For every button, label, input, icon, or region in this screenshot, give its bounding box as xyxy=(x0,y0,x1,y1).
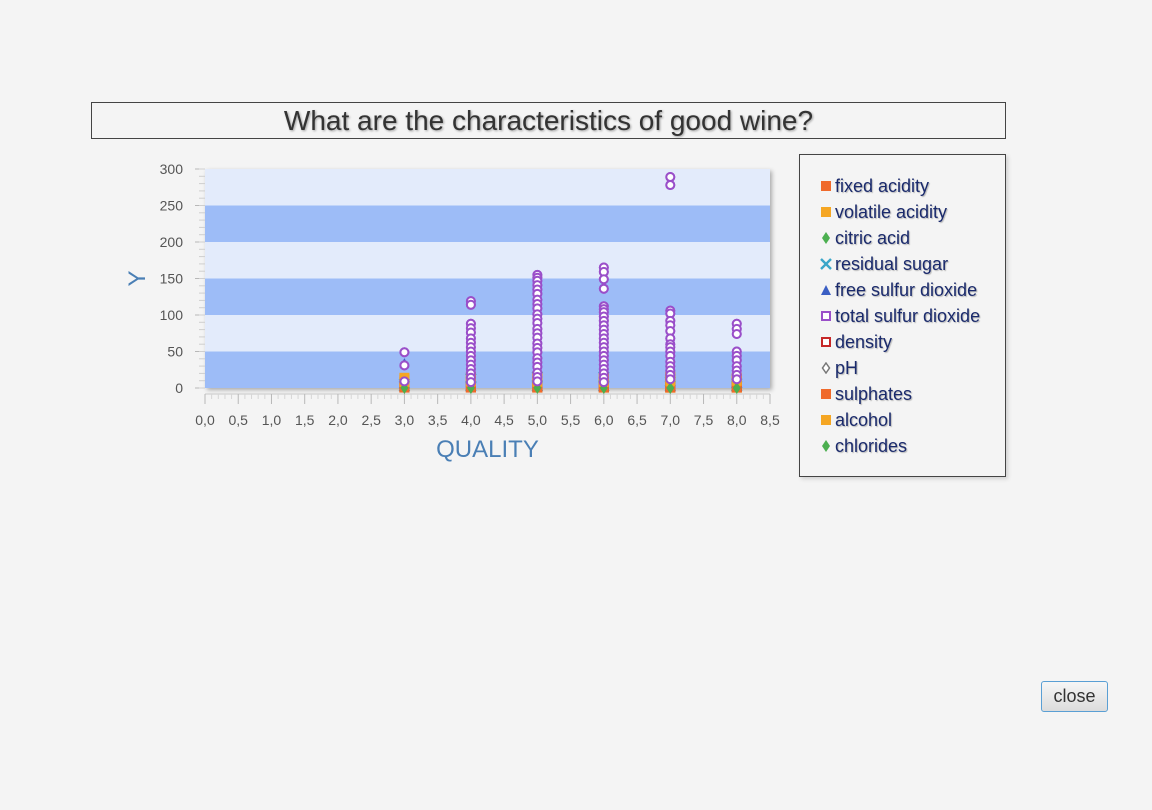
data-point xyxy=(666,381,675,394)
y-tick-label: 0 xyxy=(175,380,183,396)
x-tick-label: 3,0 xyxy=(395,412,415,428)
legend-item: residual sugar xyxy=(820,251,948,277)
x-tick-label: 2,5 xyxy=(361,412,381,428)
square-marker-icon xyxy=(821,389,831,399)
x-tick-label: 7,0 xyxy=(661,412,681,428)
scatter-chart: 0 50 100 150 200 250 300 0,0 0,5 1,0 1,5 2,0 2,5 3,0 3… xyxy=(124,161,780,463)
x-tick-label: 2,0 xyxy=(328,412,348,428)
data-point xyxy=(532,376,543,387)
legend-item: pH xyxy=(820,355,858,381)
x-tick-label: 0,0 xyxy=(195,412,215,428)
legend-item: sulphates xyxy=(820,381,912,407)
x-tick-label: 8,5 xyxy=(760,412,780,428)
y-tick-label: 200 xyxy=(160,234,184,250)
square-marker-icon xyxy=(821,181,831,191)
data-point xyxy=(399,360,410,371)
chart-legend: fixed acidity volatile acidity citric acid… xyxy=(799,154,1006,477)
chart-title: What are the characteristics of good win… xyxy=(283,104,814,136)
y-tick-label: 300 xyxy=(160,161,184,177)
data-point xyxy=(465,377,476,388)
x-axis-label: QUALITY xyxy=(436,436,539,463)
data-point xyxy=(598,283,609,294)
legend-label: total sulfur dioxide xyxy=(835,305,981,326)
data-point xyxy=(665,172,676,183)
legend-item: citric acid xyxy=(820,225,910,251)
legend-item: free sulfur dioxide xyxy=(820,277,977,303)
x-tick-label: 7,5 xyxy=(694,412,714,428)
legend-item: density xyxy=(820,329,892,355)
y-axis-label: Y xyxy=(124,270,151,286)
grid-band xyxy=(205,351,770,388)
legend-label: free sulfur dioxide xyxy=(835,279,978,300)
hollow-square-marker-icon xyxy=(821,311,831,321)
data-point xyxy=(399,347,410,358)
x-tick-label: 1,5 xyxy=(295,412,315,428)
y-tick-label: 50 xyxy=(167,344,183,360)
y-tick-label: 100 xyxy=(160,307,184,323)
legend-item: total sulfur dioxide xyxy=(820,303,980,329)
x-tick-label: 3,5 xyxy=(428,412,448,428)
legend-label: fixed acidity xyxy=(835,175,930,196)
close-button[interactable]: close xyxy=(1041,681,1108,712)
legend-label: density xyxy=(835,331,893,352)
data-points xyxy=(398,172,743,394)
data-point xyxy=(598,377,609,388)
x-tick-label: 4,5 xyxy=(494,412,514,428)
x-tick-label: 6,5 xyxy=(627,412,647,428)
grid-band xyxy=(205,278,770,315)
x-tick-label: 5,0 xyxy=(528,412,548,428)
x-tick-label: 0,5 xyxy=(229,412,249,428)
legend-label: pH xyxy=(835,357,859,378)
data-point xyxy=(598,274,609,285)
legend-label: chlorides xyxy=(835,435,908,456)
square-marker-icon xyxy=(821,415,831,425)
data-point xyxy=(665,374,676,385)
grid-band xyxy=(205,205,770,242)
data-point xyxy=(732,381,741,394)
data-point xyxy=(399,376,410,387)
data-point xyxy=(465,299,476,310)
legend-item: fixed acidity xyxy=(820,173,929,199)
x-tick-label: 1,0 xyxy=(262,412,282,428)
data-point xyxy=(665,180,676,191)
x-tick-label: 8,0 xyxy=(727,412,747,428)
x-tick-label: 4,0 xyxy=(461,412,481,428)
y-tick-label: 150 xyxy=(160,271,184,287)
y-tick-label: 250 xyxy=(160,198,184,214)
triangle-marker-icon xyxy=(821,285,831,295)
diamond-marker-icon xyxy=(822,232,830,244)
legend-item: volatile acidity xyxy=(820,199,947,225)
legend-item: chlorides xyxy=(820,433,907,459)
legend-item: alcohol xyxy=(820,407,892,433)
legend-label: alcohol xyxy=(835,409,893,430)
hollow-square-marker-icon xyxy=(821,337,831,347)
data-point xyxy=(731,328,742,339)
square-marker-icon xyxy=(821,207,831,217)
data-point xyxy=(731,374,742,385)
diamond-marker-icon xyxy=(822,440,830,452)
hollow-diamond-marker-icon xyxy=(821,362,831,374)
legend-label: residual sugar xyxy=(835,253,949,274)
x-tick-label: 5,5 xyxy=(561,412,581,428)
legend-label: citric acid xyxy=(835,227,911,248)
chart-title-box: What are the characteristics of good win… xyxy=(91,102,1006,139)
x-tick-label: 6,0 xyxy=(594,412,614,428)
legend-label: sulphates xyxy=(835,383,913,404)
x-marker-icon xyxy=(820,258,832,270)
legend-label: volatile acidity xyxy=(835,201,948,222)
